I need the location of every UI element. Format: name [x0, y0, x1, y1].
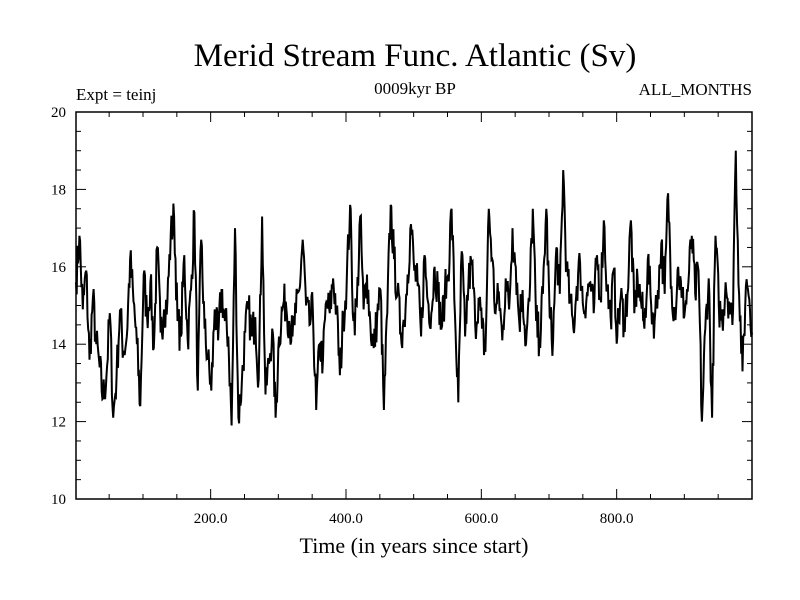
y-tick-label: 20 — [51, 105, 66, 121]
x-tick-label: 800.0 — [600, 511, 634, 527]
plot-frame — [75, 111, 753, 500]
experiment-label: Expt = teinj — [76, 85, 156, 104]
x-axis-ticks: 200.0 400.0 600.0 800.0 — [108, 112, 753, 527]
months-label: ALL_MONTHS — [639, 80, 752, 99]
y-tick-label: 16 — [51, 260, 67, 276]
series-line — [75, 150, 753, 426]
chart-title: Merid Stream Func. Atlantic (Sv) — [194, 38, 637, 74]
y-tick-label: 14 — [51, 337, 67, 353]
chart-subtitle: 0009kyr BP — [374, 79, 456, 98]
x-tick-label: 200.0 — [194, 511, 228, 527]
y-axis-ticks: 10 12 14 16 18 20 — [51, 105, 752, 508]
x-tick-label: 400.0 — [329, 511, 363, 527]
y-tick-label: 10 — [51, 492, 66, 508]
y-tick-label: 12 — [51, 415, 66, 431]
y-tick-label: 18 — [51, 182, 66, 198]
x-tick-label: 600.0 — [464, 511, 498, 527]
x-axis-label: Time (in years since start) — [300, 533, 529, 558]
